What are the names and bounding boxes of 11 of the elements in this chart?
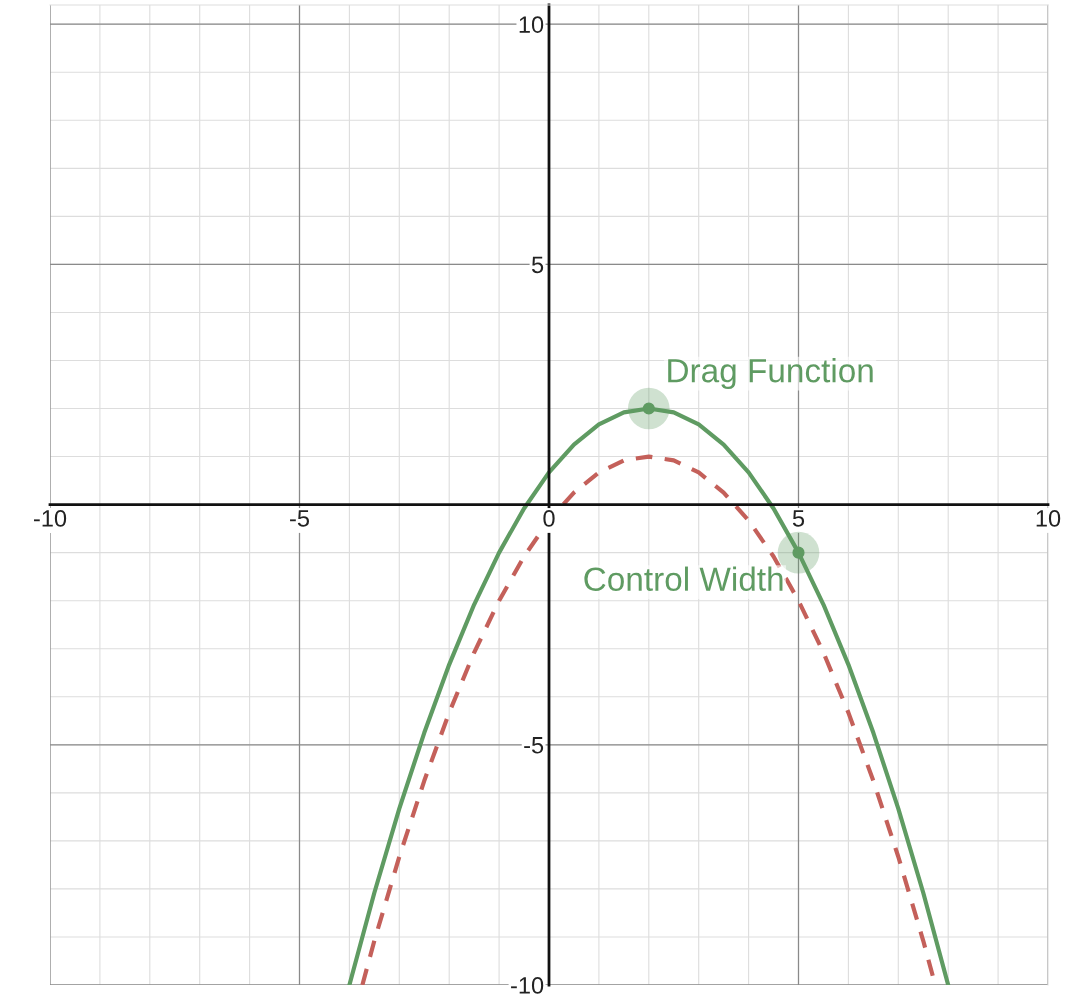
annotation: Control Width — [584, 566, 783, 592]
x-tick-label: -5 — [290, 510, 310, 527]
y-tick-label: 10 — [519, 16, 544, 33]
point — [627, 387, 670, 430]
y-tick-label: -5 — [524, 737, 544, 754]
y-tick-label: -10 — [511, 977, 544, 994]
x-tick-label: 10 — [1036, 510, 1061, 527]
y-tick-label: 5 — [531, 256, 544, 274]
x-tick-label: -10 — [33, 510, 67, 527]
x-tick-label: 5 — [792, 510, 805, 527]
annotation: Drag Function — [668, 358, 873, 390]
